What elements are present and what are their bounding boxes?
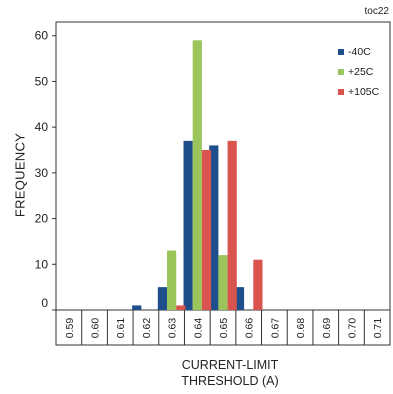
y-tick-label: 10 (35, 257, 49, 271)
bar-25C-0.64 (192, 40, 202, 311)
legend: -40C +25C +105C (338, 46, 380, 98)
x-tick-label: 0.61 (115, 318, 127, 339)
x-axis-label-line-2: THRESHOLD (A) (181, 374, 279, 388)
bar-25C-0.63 (167, 250, 177, 310)
y-tick-label: 0 (41, 296, 48, 310)
y-tick-label: 20 (35, 212, 49, 226)
bar-25C-0.65 (218, 255, 228, 310)
bar-40C-0.65 (209, 145, 219, 310)
bar-105C-0.64 (201, 150, 212, 310)
x-tick-label: 0.66 (244, 318, 256, 339)
x-tick-label: 0.62 (141, 318, 153, 339)
x-tick-label: 0.71 (372, 318, 384, 339)
bar-105C-0.63 (176, 305, 186, 310)
legend-swatch (338, 69, 344, 75)
bars-group (132, 40, 263, 311)
y-tick-label: 50 (35, 74, 49, 88)
x-tick-label: 0.59 (64, 318, 76, 339)
y-tick-label: 30 (35, 166, 49, 180)
legend-swatch (338, 49, 344, 55)
y-tick-label: 60 (35, 29, 49, 43)
x-tick-label: 0.69 (321, 318, 333, 339)
x-tick-label: 0.63 (167, 318, 179, 339)
x-tick-label: 0.68 (295, 318, 307, 339)
legend-label: -40C (348, 46, 371, 58)
x-tick-label: 0.70 (346, 318, 358, 339)
bar-40C-0.66 (234, 287, 245, 310)
bar-40C-0.63 (157, 287, 168, 310)
legend-swatch (338, 89, 344, 95)
bar-105C-0.66 (253, 259, 263, 310)
plot-frame (55, 21, 391, 346)
x-tick-label: 0.65 (218, 318, 230, 339)
x-axis-label: CURRENT-LIMIT THRESHOLD (A) (150, 357, 310, 389)
axes-group: 0 10 20 30 40 50 60 0.59 0.60 0.61 0.62 0.63 0.64 0.6… (35, 29, 384, 345)
x-tick-label: 0.64 (192, 318, 204, 339)
y-tick-label: 40 (35, 120, 49, 134)
y-axis-label: FREQUENCY (12, 132, 28, 218)
legend-label: +105C (348, 86, 380, 98)
bar-40C-0.62 (132, 305, 142, 310)
bar-40C-0.64 (183, 140, 193, 310)
x-axis-label-line-1: CURRENT-LIMIT (181, 358, 279, 372)
x-tick-label: 0.67 (269, 318, 281, 339)
bar-105C-0.65 (227, 140, 237, 310)
figure-tag: toc22 (364, 6, 389, 17)
x-tick-label: 0.60 (90, 318, 102, 339)
legend-label: +25C (348, 66, 374, 78)
